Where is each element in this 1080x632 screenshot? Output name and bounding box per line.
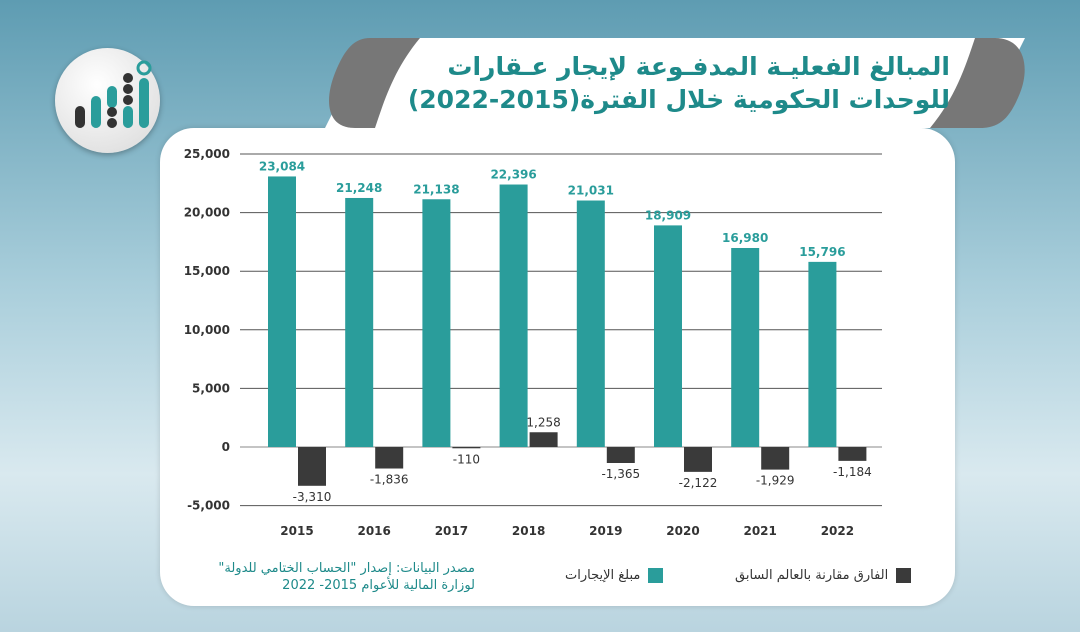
bar-diff: [452, 447, 481, 449]
y-tick-label: 10,000: [184, 323, 230, 337]
data-label-rent: 16,980: [722, 231, 768, 245]
bar-chart-logo-icon: [55, 48, 160, 153]
legend-swatch-rent: [648, 568, 664, 583]
title-line-1: المبالغ الفعليـة المدفـوعة لإيجار عـقارا…: [447, 52, 950, 81]
legend-swatch-diff: [896, 568, 912, 583]
data-source: مصدر البيانات: إصدار "الحساب الختامي للد…: [190, 560, 475, 594]
bar-rent: [731, 247, 760, 447]
data-label-rent: 15,796: [799, 245, 845, 259]
y-tick-label: 20,000: [184, 206, 230, 220]
data-label-rent: 21,138: [413, 182, 459, 196]
y-tick-label: 5,000: [192, 381, 230, 395]
data-label-rent: 21,031: [568, 184, 614, 198]
source-line-1: مصدر البيانات: إصدار "الحساب الختامي للد…: [218, 561, 475, 576]
data-label-rent: 18,909: [645, 208, 691, 222]
data-label-diff: -1,365: [601, 467, 640, 481]
bar-diff: [375, 447, 404, 469]
x-tick-label: 2017: [435, 524, 468, 538]
bar-rent: [654, 225, 682, 447]
legend-label-rent: مبلغ الإيجارات: [565, 568, 641, 583]
bar-diff: [606, 447, 635, 463]
y-tick-label: -5,000: [187, 499, 230, 513]
data-label-rent: 21,248: [336, 181, 382, 195]
bar-diff: [838, 447, 867, 461]
title-banner: [325, 38, 1025, 128]
bar-diff: [761, 447, 790, 470]
bar-rent: [268, 176, 296, 448]
y-tick-label: 25,000: [184, 147, 230, 161]
data-label-diff: -3,310: [293, 490, 332, 504]
bar-diff: [298, 447, 326, 486]
bar-rent: [576, 200, 605, 447]
legend-diff: الفارق مقارنة بالعالم السابق: [735, 568, 912, 583]
bar-diff: [684, 447, 712, 472]
data-label-rent: 23,084: [259, 159, 305, 173]
title-line-2: للوحدات الحكومية خلال الفترة(2015-2022): [407, 85, 950, 114]
data-label-diff: 1,258: [526, 415, 560, 429]
data-label-diff: -2,122: [679, 476, 718, 490]
data-label-diff: -110: [453, 452, 480, 466]
x-tick-label: 2020: [666, 524, 699, 538]
x-tick-label: 2021: [743, 524, 776, 538]
x-tick-label: 2018: [512, 524, 545, 538]
y-tick-label: 0: [222, 440, 230, 454]
bar-rent: [422, 199, 451, 447]
x-tick-label: 2016: [357, 524, 390, 538]
y-tick-label: 15,000: [184, 264, 230, 278]
chart-title: المبالغ الفعليـة المدفـوعة لإيجار عـقارا…: [408, 50, 950, 116]
data-label-diff: -1,929: [756, 474, 795, 488]
bar-diff: [529, 432, 558, 447]
bar-rent: [345, 197, 374, 447]
x-tick-label: 2015: [280, 524, 313, 538]
source-line-2: لوزارة المالية للأعوام 2015- 2022: [282, 578, 475, 593]
data-label-diff: -1,184: [833, 465, 872, 479]
bar-rent: [499, 184, 528, 448]
x-tick-label: 2019: [589, 524, 622, 538]
x-tick-label: 2022: [821, 524, 854, 538]
bar-rent: [808, 261, 837, 447]
legend-label-diff: الفارق مقارنة بالعالم السابق: [735, 568, 889, 583]
data-label-diff: -1,836: [370, 473, 409, 487]
data-label-rent: 22,396: [490, 168, 536, 182]
legend-rent: مبلغ الإيجارات: [565, 568, 664, 583]
